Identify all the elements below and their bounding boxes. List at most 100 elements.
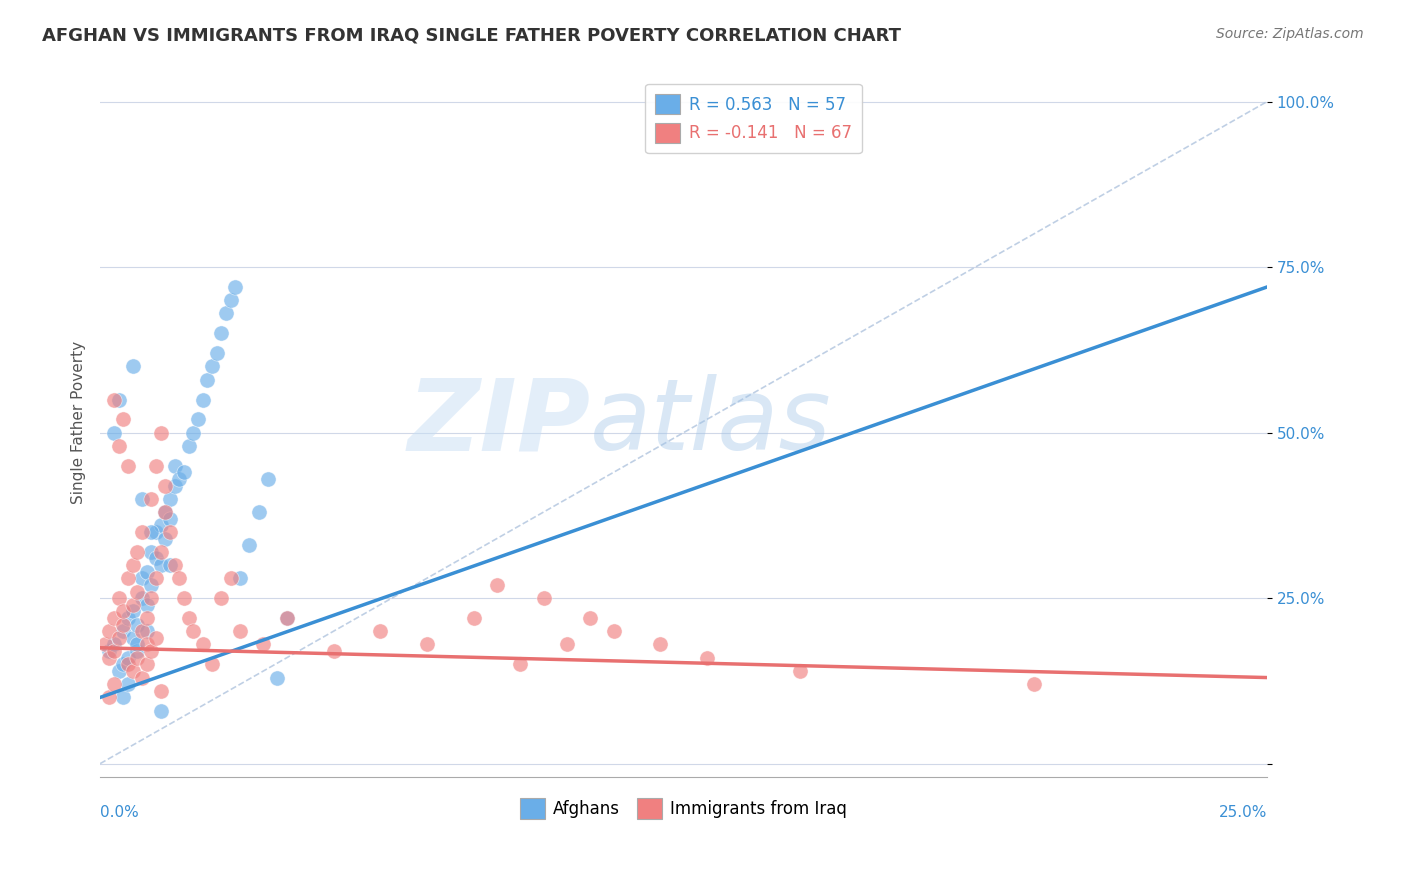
Point <box>224 280 246 294</box>
Point <box>103 677 125 691</box>
Point <box>145 551 167 566</box>
Legend: Afghans, Immigrants from Iraq: Afghans, Immigrants from Iraq <box>513 791 853 825</box>
Point <box>201 359 224 374</box>
Point <box>145 458 167 473</box>
Point <box>117 571 139 585</box>
Point <box>183 624 205 639</box>
Text: atlas: atlas <box>591 374 832 471</box>
Point <box>155 478 177 492</box>
Point <box>141 578 163 592</box>
Point <box>197 373 219 387</box>
Point <box>163 478 186 492</box>
Point <box>789 664 811 678</box>
Point <box>135 624 157 639</box>
Point <box>135 611 157 625</box>
Point <box>602 624 624 639</box>
Point <box>485 578 508 592</box>
Point <box>177 611 200 625</box>
Point <box>98 690 121 705</box>
Point <box>169 571 191 585</box>
Point <box>579 611 602 625</box>
Point <box>183 425 205 440</box>
Point <box>131 624 153 639</box>
Point <box>149 558 172 572</box>
Point <box>112 657 135 672</box>
Point <box>173 591 195 606</box>
Point <box>219 293 242 308</box>
Y-axis label: Single Father Poverty: Single Father Poverty <box>72 341 86 504</box>
Point <box>229 624 252 639</box>
Point <box>141 591 163 606</box>
Text: 25.0%: 25.0% <box>1219 805 1267 821</box>
Point <box>103 425 125 440</box>
Text: 0.0%: 0.0% <box>100 805 139 821</box>
Point <box>533 591 555 606</box>
Point <box>177 439 200 453</box>
Point <box>149 545 172 559</box>
Point <box>107 591 129 606</box>
Point <box>112 690 135 705</box>
Point <box>131 571 153 585</box>
Point <box>141 644 163 658</box>
Point <box>127 650 149 665</box>
Point <box>416 637 439 651</box>
Point <box>145 524 167 539</box>
Point <box>266 671 288 685</box>
Point <box>219 571 242 585</box>
Point <box>211 326 233 341</box>
Point <box>211 591 233 606</box>
Point <box>145 571 167 585</box>
Point <box>163 558 186 572</box>
Point <box>131 491 153 506</box>
Point <box>103 611 125 625</box>
Text: AFGHAN VS IMMIGRANTS FROM IRAQ SINGLE FATHER POVERTY CORRELATION CHART: AFGHAN VS IMMIGRANTS FROM IRAQ SINGLE FA… <box>42 27 901 45</box>
Point <box>141 524 163 539</box>
Point <box>103 392 125 407</box>
Point <box>103 637 125 651</box>
Point <box>159 491 181 506</box>
Point <box>149 704 172 718</box>
Point <box>155 532 177 546</box>
Point <box>149 518 172 533</box>
Point <box>159 558 181 572</box>
Point <box>135 637 157 651</box>
Point <box>163 458 186 473</box>
Point <box>117 657 139 672</box>
Point <box>107 392 129 407</box>
Point <box>135 598 157 612</box>
Point <box>201 657 224 672</box>
Point <box>117 650 139 665</box>
Text: Source: ZipAtlas.com: Source: ZipAtlas.com <box>1216 27 1364 41</box>
Point <box>252 637 274 651</box>
Point <box>650 637 672 651</box>
Point <box>121 359 143 374</box>
Point <box>127 617 149 632</box>
Point <box>117 611 139 625</box>
Point <box>121 558 143 572</box>
Point <box>107 664 129 678</box>
Point <box>155 505 177 519</box>
Point <box>368 624 391 639</box>
Point <box>135 657 157 672</box>
Point <box>131 524 153 539</box>
Point <box>127 637 149 651</box>
Point <box>141 545 163 559</box>
Point <box>257 472 280 486</box>
Point <box>145 631 167 645</box>
Point <box>117 458 139 473</box>
Point <box>107 439 129 453</box>
Point <box>463 611 485 625</box>
Point <box>103 644 125 658</box>
Point <box>276 611 298 625</box>
Point <box>121 598 143 612</box>
Point <box>187 412 209 426</box>
Text: ZIP: ZIP <box>408 374 591 471</box>
Point <box>112 617 135 632</box>
Point <box>112 624 135 639</box>
Point <box>322 644 344 658</box>
Point <box>135 565 157 579</box>
Point <box>191 392 214 407</box>
Point <box>117 677 139 691</box>
Point <box>131 591 153 606</box>
Point <box>149 683 172 698</box>
